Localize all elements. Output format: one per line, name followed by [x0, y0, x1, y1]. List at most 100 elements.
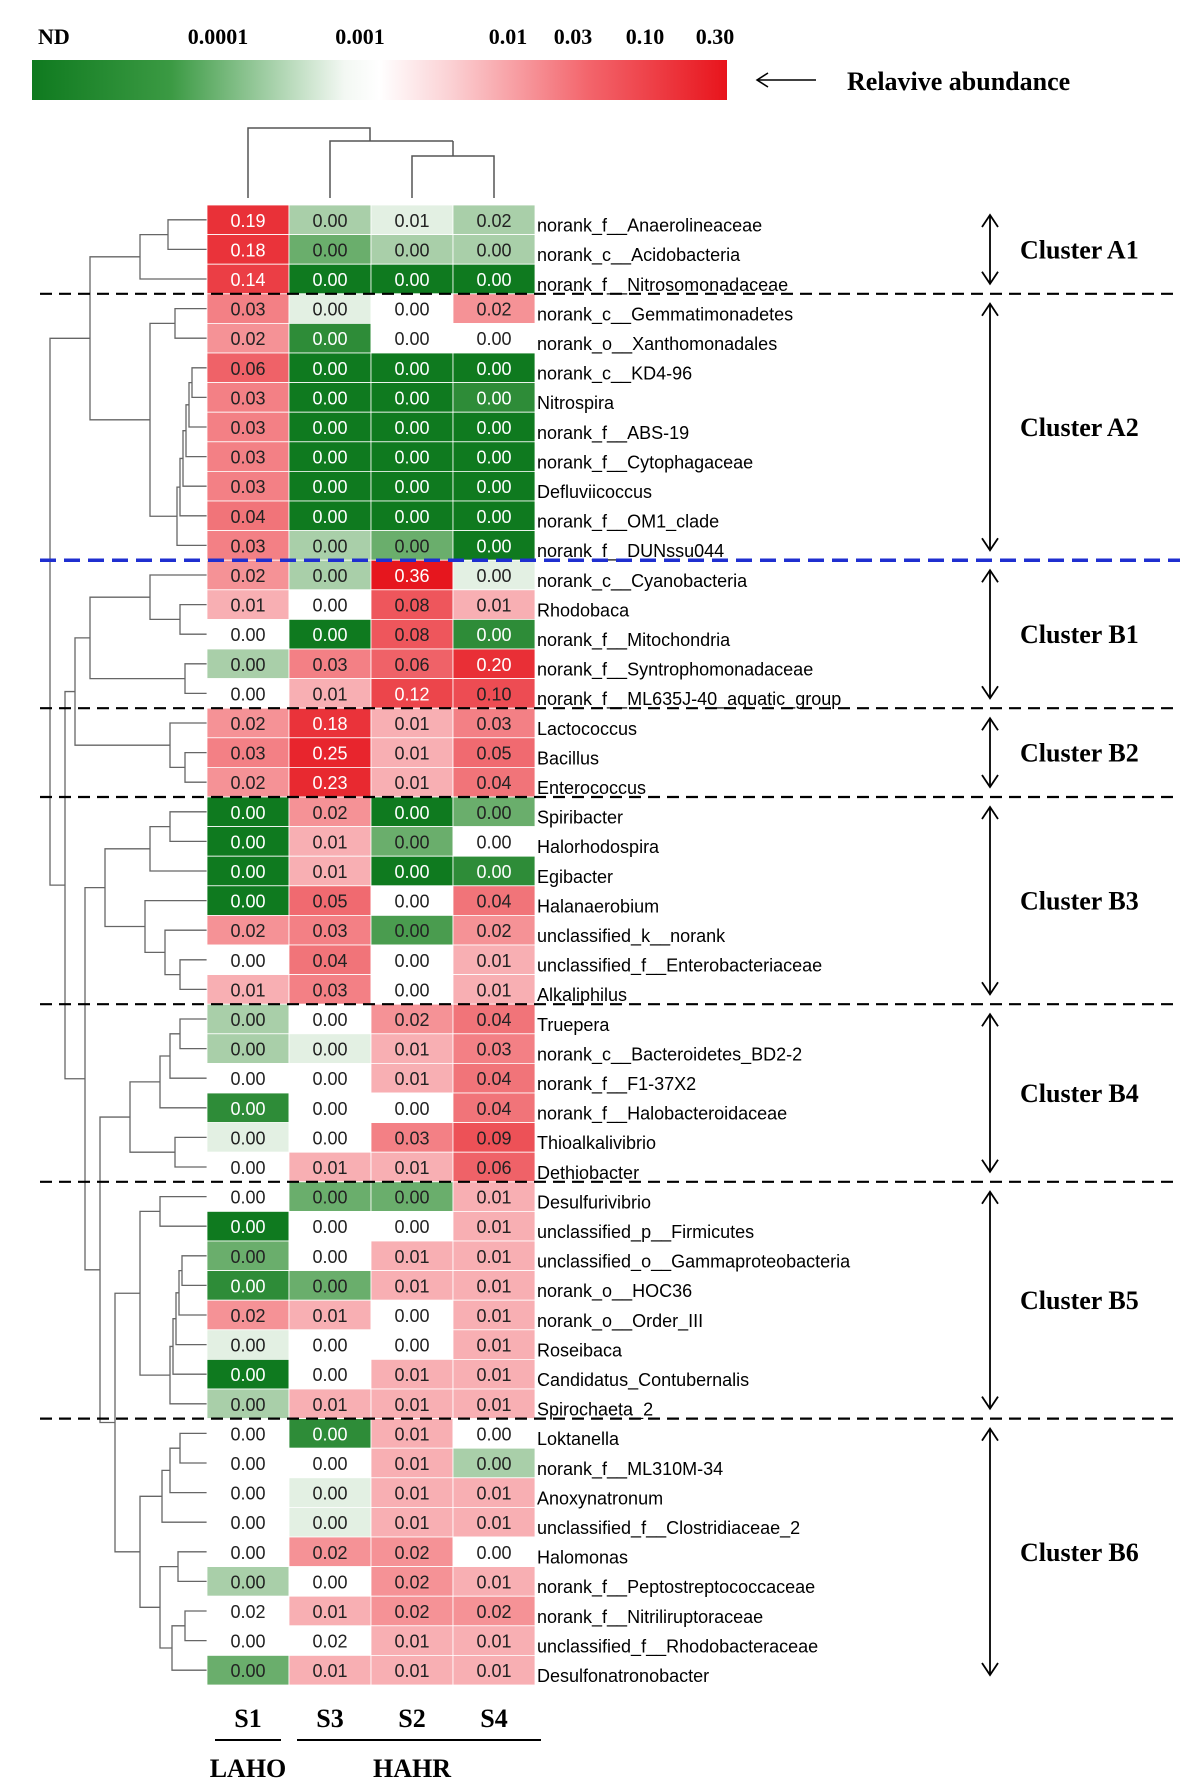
heatmap-cell [288, 1655, 372, 1686]
heatmap-cell [288, 1566, 372, 1597]
heatmap-cell [452, 1033, 536, 1064]
cell-value-label: 0.00 [394, 892, 429, 912]
cell-value-label: 0.00 [230, 803, 265, 823]
row-label: Desulfonatronobacter [537, 1666, 709, 1686]
arrow-head-down [981, 981, 999, 996]
heatmap-cell [452, 619, 536, 650]
cell-value-label: 0.01 [476, 1395, 511, 1415]
heatmap-cell [370, 382, 454, 413]
heatmap-cell [288, 1151, 372, 1183]
cell-value-label: 0.02 [394, 1543, 429, 1563]
heatmap-cell [288, 441, 372, 472]
cell-value-label: 0.06 [394, 655, 429, 675]
heatmap-cell [452, 1536, 536, 1568]
heatmap-cell [452, 204, 536, 236]
row-label: unclassified_p__Firmicutes [537, 1222, 754, 1243]
cell-value-label: 0.00 [312, 1010, 347, 1030]
row-label: norank_c__KD4-96 [537, 364, 692, 385]
heatmap-cell [370, 322, 454, 354]
colorbar-tick-3: 0.01 [489, 24, 528, 49]
heatmap-cell [370, 737, 454, 768]
cell-value-label: 0.02 [394, 1602, 429, 1622]
cell-value-label: 0.00 [394, 1217, 429, 1237]
cell-value-label: 0.00 [312, 1099, 347, 1119]
cell-value-label: 0.03 [230, 300, 265, 320]
heatmap-cell [370, 1477, 454, 1508]
heatmap-cell [452, 796, 536, 828]
heatmap-cell [288, 1447, 372, 1479]
cell-value-label: 0.02 [476, 211, 511, 231]
heatmap-cell [206, 441, 290, 472]
arrow-head-up [981, 716, 999, 731]
heatmap-cell [370, 678, 454, 709]
heatmap-cell [452, 1003, 536, 1035]
cell-value-label: 0.00 [230, 1543, 265, 1563]
cell-value-label: 0.01 [394, 1513, 429, 1533]
cell-value-label: 0.01 [394, 211, 429, 231]
heatmap-cell [206, 767, 290, 798]
cell-value-label: 0.00 [476, 359, 511, 379]
cell-value-label: 0.00 [312, 1276, 347, 1296]
heatmap-cell [452, 500, 536, 532]
heatmap-cell [206, 589, 290, 620]
row-label: norank_f__Syntrophomonadaceae [537, 660, 813, 681]
cell-value-label: 0.00 [230, 862, 265, 882]
heatmap-cell [206, 796, 290, 828]
heatmap-cell [370, 1270, 454, 1301]
heatmap-cell [206, 293, 290, 324]
cell-value-label: 0.02 [230, 1306, 265, 1326]
heatmap-cell [452, 1240, 536, 1272]
row-label: norank_f__Cytophagaceae [537, 452, 753, 473]
heatmap-cell [206, 263, 290, 295]
cell-value-label: 0.01 [312, 1395, 347, 1415]
heatmap-cell [452, 1211, 536, 1242]
cell-value-label: 0.01 [476, 1365, 511, 1385]
cell-value-label: 0.00 [312, 359, 347, 379]
heatmap-cell [370, 1447, 454, 1479]
heatmap-cell [452, 678, 536, 709]
cell-value-label: 0.00 [230, 951, 265, 971]
cell-value-label: 0.01 [476, 1513, 511, 1533]
cell-value-label: 0.00 [476, 329, 511, 349]
heatmap-cell [206, 1299, 290, 1331]
cell-value-label: 0.00 [394, 921, 429, 941]
cell-value-label: 0.02 [394, 1572, 429, 1592]
cell-value-label: 0.02 [230, 566, 265, 586]
row-label: Halanaerobium [537, 896, 659, 916]
cell-value-label: 0.00 [230, 1010, 265, 1030]
cell-value-label: 0.01 [476, 951, 511, 971]
cell-value-label: 0.00 [230, 1513, 265, 1533]
cell-value-label: 0.00 [230, 1158, 265, 1178]
row-label: norank_f__Halobacteroidaceae [537, 1104, 787, 1125]
cell-value-label: 0.01 [394, 1395, 429, 1415]
heatmap-cell [206, 707, 290, 739]
heatmap-cell [452, 234, 536, 265]
cell-value-label: 0.03 [394, 1128, 429, 1148]
heatmap-cell [206, 1270, 290, 1301]
heatmap-cell [452, 1151, 536, 1183]
cluster-label: Cluster B2 [1020, 739, 1139, 768]
heatmap-cell [452, 648, 536, 680]
heatmap-cell [370, 1151, 454, 1183]
row-label: norank_c__Bacteroidetes_BD2-2 [537, 1044, 802, 1065]
row-label: Anoxynatronum [537, 1488, 663, 1508]
cell-value-label: 0.08 [394, 596, 429, 616]
heatmap-cell [288, 974, 372, 1005]
heatmap-cell [206, 1092, 290, 1124]
row-label: Halomonas [537, 1548, 628, 1568]
colorbar-arrow [755, 72, 816, 88]
cell-value-label: 0.00 [312, 240, 347, 260]
row-label: Loktanella [537, 1429, 620, 1449]
colorbar-tick-1: 0.0001 [188, 24, 249, 49]
heatmap-cell [206, 1447, 290, 1479]
row-label: Egibacter [537, 867, 613, 887]
cell-value-label: 0.01 [312, 1158, 347, 1178]
cell-value-label: 0.01 [476, 1276, 511, 1296]
cell-value-label: 0.01 [394, 1247, 429, 1267]
cell-value-label: 0.10 [476, 684, 511, 704]
cluster-label: Cluster B5 [1020, 1286, 1139, 1315]
cell-value-label: 0.03 [230, 418, 265, 438]
cell-value-label: 0.01 [394, 1365, 429, 1385]
cell-value-label: 0.00 [230, 625, 265, 645]
